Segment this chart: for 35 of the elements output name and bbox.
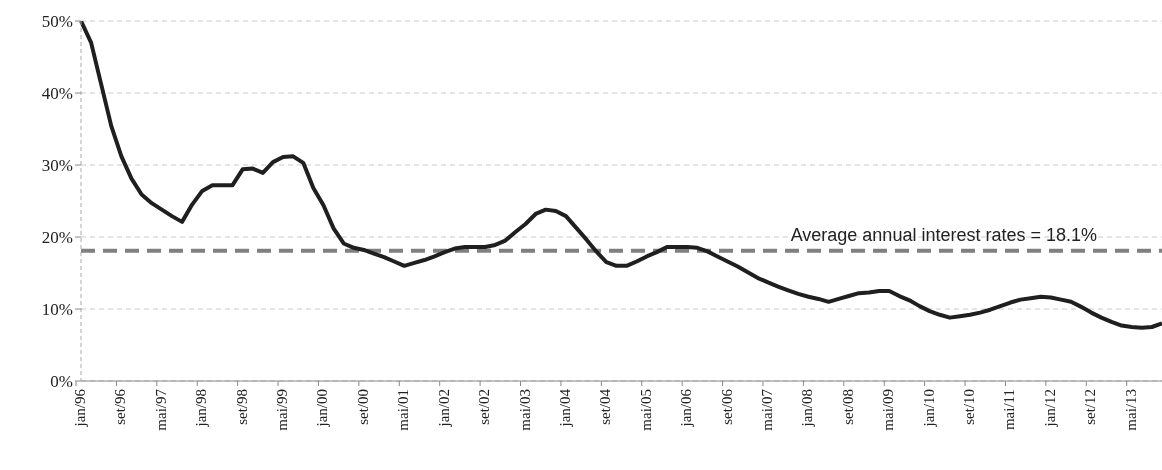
x-tick-label: mai/99 (274, 389, 291, 431)
line-series (79, 21, 1162, 330)
x-tick-label: mai/01 (395, 389, 412, 431)
x-tick-label: set/96 (112, 388, 129, 425)
x-tick-label: mai/09 (880, 389, 897, 431)
x-tick-label: jan/10 (920, 389, 937, 428)
x-tick-label: mai/03 (516, 389, 533, 431)
y-tick-label: 30% (41, 156, 73, 176)
x-tick-label: jan/00 (314, 389, 331, 428)
x-tick-label: jan/02 (435, 389, 452, 428)
x-tick-label: jan/06 (678, 388, 695, 428)
x-tick-label: set/10 (961, 389, 978, 425)
y-tick-label: 0% (50, 372, 73, 392)
x-tick-label: mai/05 (637, 389, 654, 431)
x-tick-label: set/02 (476, 389, 493, 425)
x-tick-label: set/08 (839, 389, 856, 425)
y-tick-label: 50% (41, 12, 73, 32)
x-tick-label: jan/08 (799, 389, 816, 428)
x-tick-label: set/04 (597, 388, 614, 425)
x-tick-label: jan/12 (1041, 389, 1058, 428)
x-tick-label: mai/97 (152, 388, 169, 431)
x-tick-label: set/98 (233, 389, 250, 425)
y-tick-label: 20% (41, 228, 73, 248)
x-tick-label: set/12 (1082, 389, 1099, 425)
x-tick-label: jan/04 (556, 388, 573, 428)
x-tick-label: jan/96 (72, 388, 88, 428)
y-tick-label: 10% (41, 300, 73, 320)
x-tick-label: mai/07 (758, 388, 775, 431)
x-tick-label: jan/98 (193, 389, 210, 428)
x-tick-label: mai/11 (1001, 389, 1018, 431)
ref-line-label: Average annual interest rates = 18.1% (790, 224, 1097, 245)
y-tick-label: 40% (41, 84, 73, 104)
x-tick-label: mai/13 (1122, 389, 1139, 431)
x-tick-label: set/00 (354, 389, 371, 425)
x-tick-label: set/06 (718, 388, 735, 425)
